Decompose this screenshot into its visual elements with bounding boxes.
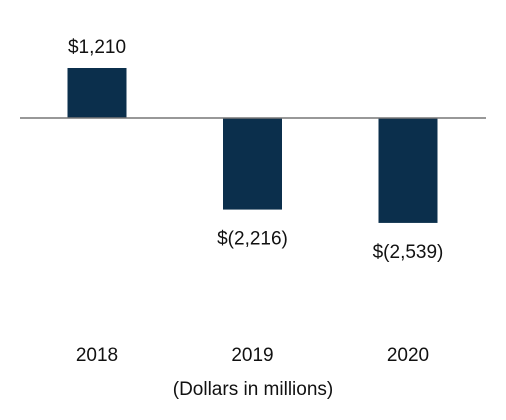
bar: [223, 118, 282, 210]
value-label: $1,210: [68, 37, 126, 58]
bar: [378, 118, 438, 223]
value-label: $(2,216): [217, 229, 288, 250]
bar: [67, 68, 127, 118]
x-tick-label: 2020: [387, 345, 429, 366]
value-label: $(2,539): [373, 242, 444, 263]
x-tick-label: 2018: [76, 345, 118, 366]
x-tick-label: 2019: [231, 345, 273, 366]
x-axis-label: (Dollars in millions): [173, 379, 333, 400]
